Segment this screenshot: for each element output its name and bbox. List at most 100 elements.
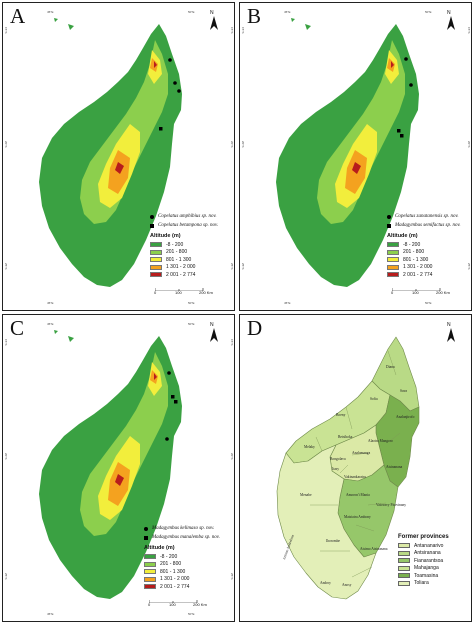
tick-label: 25°S <box>4 263 8 270</box>
occurrence-point <box>168 58 172 62</box>
north-arrow-icon <box>210 328 218 342</box>
provinces-legend-item: Toamasina <box>398 572 449 580</box>
provinces-legend-title: Former provinces <box>398 534 449 540</box>
north-letter: N <box>210 322 214 328</box>
elevation-map <box>39 330 182 599</box>
scale-bar-line <box>155 288 204 291</box>
district-label: Menabe <box>300 493 312 497</box>
species-legend: Madagymbus kelimaso sp. nov. Madagymbus … <box>144 524 220 542</box>
color-swatch <box>150 264 162 270</box>
tick-label: 20°S <box>230 453 234 460</box>
square-symbol-icon <box>387 223 391 228</box>
scale-label: 200 Km <box>199 290 213 295</box>
altitude-legend-item: 201 - 800 <box>387 249 432 257</box>
scale-label: 0 <box>154 290 157 295</box>
species-legend-item: Madagymbus semifactus sp. nov. <box>387 221 461 230</box>
tick-label: 20°S <box>4 141 8 148</box>
color-swatch <box>398 550 410 556</box>
scale-label: 100 <box>412 290 419 295</box>
tick-label: 20°S <box>467 141 471 148</box>
color-swatch <box>150 257 162 263</box>
tick-label: 45°E <box>47 322 54 326</box>
panel-b: B N 45°E 50°E 45°E 50°E 15°S 20°S 25°S 1… <box>239 2 472 311</box>
species-legend: Copelatus zanatanensis sp. nov. Madagymb… <box>387 212 461 230</box>
color-swatch <box>387 264 399 270</box>
district-label: Sofia <box>370 397 378 401</box>
species-legend: Copelatus amphibius sp. nov. Copelatus b… <box>150 212 218 230</box>
tick-label: 15°S <box>230 339 234 346</box>
scale-bar-line <box>149 600 198 603</box>
circle-symbol-icon <box>387 214 391 219</box>
tick-label: 20°S <box>4 453 8 460</box>
occurrence-point <box>397 129 401 133</box>
panel-d: D N Diana Sava Sofia Boeny Betsiboka Mel… <box>239 314 472 622</box>
altitude-legend-item: -8 - 200 <box>387 241 432 249</box>
occurrence-point <box>159 127 163 131</box>
altitude-legend-item: 2 001 - 2 774 <box>144 583 189 591</box>
tick-label: 25°S <box>241 263 245 270</box>
species-legend-item: Madagymbus manalemba sp. nov. <box>144 533 220 542</box>
province-toliara <box>276 444 377 600</box>
district-label: Amoron'i Mania <box>346 493 370 497</box>
color-swatch <box>398 565 410 571</box>
district-label: Ihorombe <box>326 539 340 543</box>
occurrence-point <box>167 371 171 375</box>
scale-bar-line <box>392 288 441 291</box>
tick-label: 25°S <box>467 263 471 270</box>
tick-label: 15°S <box>4 339 8 346</box>
tick-label: 45°E <box>47 301 54 305</box>
tick-label: 50°E <box>188 10 195 14</box>
tick-label: 50°E <box>188 301 195 305</box>
color-swatch <box>398 580 410 586</box>
district-label: Analanjirofo <box>396 415 415 419</box>
scale-bar: 0 100 200 Km <box>154 288 213 296</box>
tick-label: 15°S <box>241 27 245 34</box>
altitude-legend-title: Altitude (m) <box>387 233 418 239</box>
scale-bar: 0 100 200 Km <box>391 288 450 296</box>
scale-label: 0 <box>391 290 394 295</box>
altitude-legend-item: 201 - 800 <box>144 561 189 569</box>
north-arrow-icon <box>210 16 218 30</box>
north-arrow: N <box>208 10 220 32</box>
scale-label: 100 <box>175 290 182 295</box>
color-swatch <box>387 257 399 263</box>
color-swatch <box>144 584 156 590</box>
panel-letter: B <box>247 4 262 28</box>
district-label: Analamanga <box>352 451 371 455</box>
altitude-legend-item: 201 - 800 <box>150 249 195 257</box>
district-label: Melaky <box>304 445 315 449</box>
district-label: Androy <box>320 581 331 585</box>
occurrence-point <box>173 81 177 85</box>
circle-symbol-icon <box>144 526 148 531</box>
north-arrow-icon <box>447 328 455 342</box>
species-legend-item: Copelatus betampona sp. nov. <box>150 221 218 230</box>
north-letter: N <box>447 322 451 328</box>
tick-label: 15°S <box>4 27 8 34</box>
district-label: Itasy <box>332 467 339 471</box>
panel-a: A N 45°E 50°E 45°E 50°E 15°S 20°S 25°S 1… <box>2 2 235 311</box>
circle-symbol-icon <box>150 214 154 219</box>
color-swatch <box>144 554 156 560</box>
square-symbol-icon <box>150 223 154 228</box>
occurrence-point <box>171 395 175 399</box>
elevation-map <box>39 18 182 287</box>
square-symbol-icon <box>144 535 148 540</box>
district-label: Vakinankaratra <box>344 475 366 479</box>
provinces-legend-item: Antsiranana <box>398 550 449 558</box>
altitude-legend: Altitude (m) -8 - 200 201 - 800 801 - 1 … <box>144 545 189 591</box>
occurrence-point <box>165 437 169 441</box>
color-swatch <box>144 576 156 582</box>
color-swatch <box>387 272 399 278</box>
north-arrow: N <box>445 10 457 32</box>
altitude-legend: Altitude (m) -8 - 200 201 - 800 801 - 1 … <box>387 233 432 279</box>
tick-label: 50°E <box>425 10 432 14</box>
tick-label: 45°E <box>284 10 291 14</box>
tick-label: 50°E <box>188 612 195 616</box>
panel-letter: A <box>10 4 26 28</box>
color-swatch <box>387 242 399 248</box>
color-swatch <box>150 249 162 255</box>
tick-label: 50°E <box>188 322 195 326</box>
district-label: Matsiatra Ambony <box>344 515 371 519</box>
district-label: Vatovavy Fitovinany <box>376 503 407 507</box>
